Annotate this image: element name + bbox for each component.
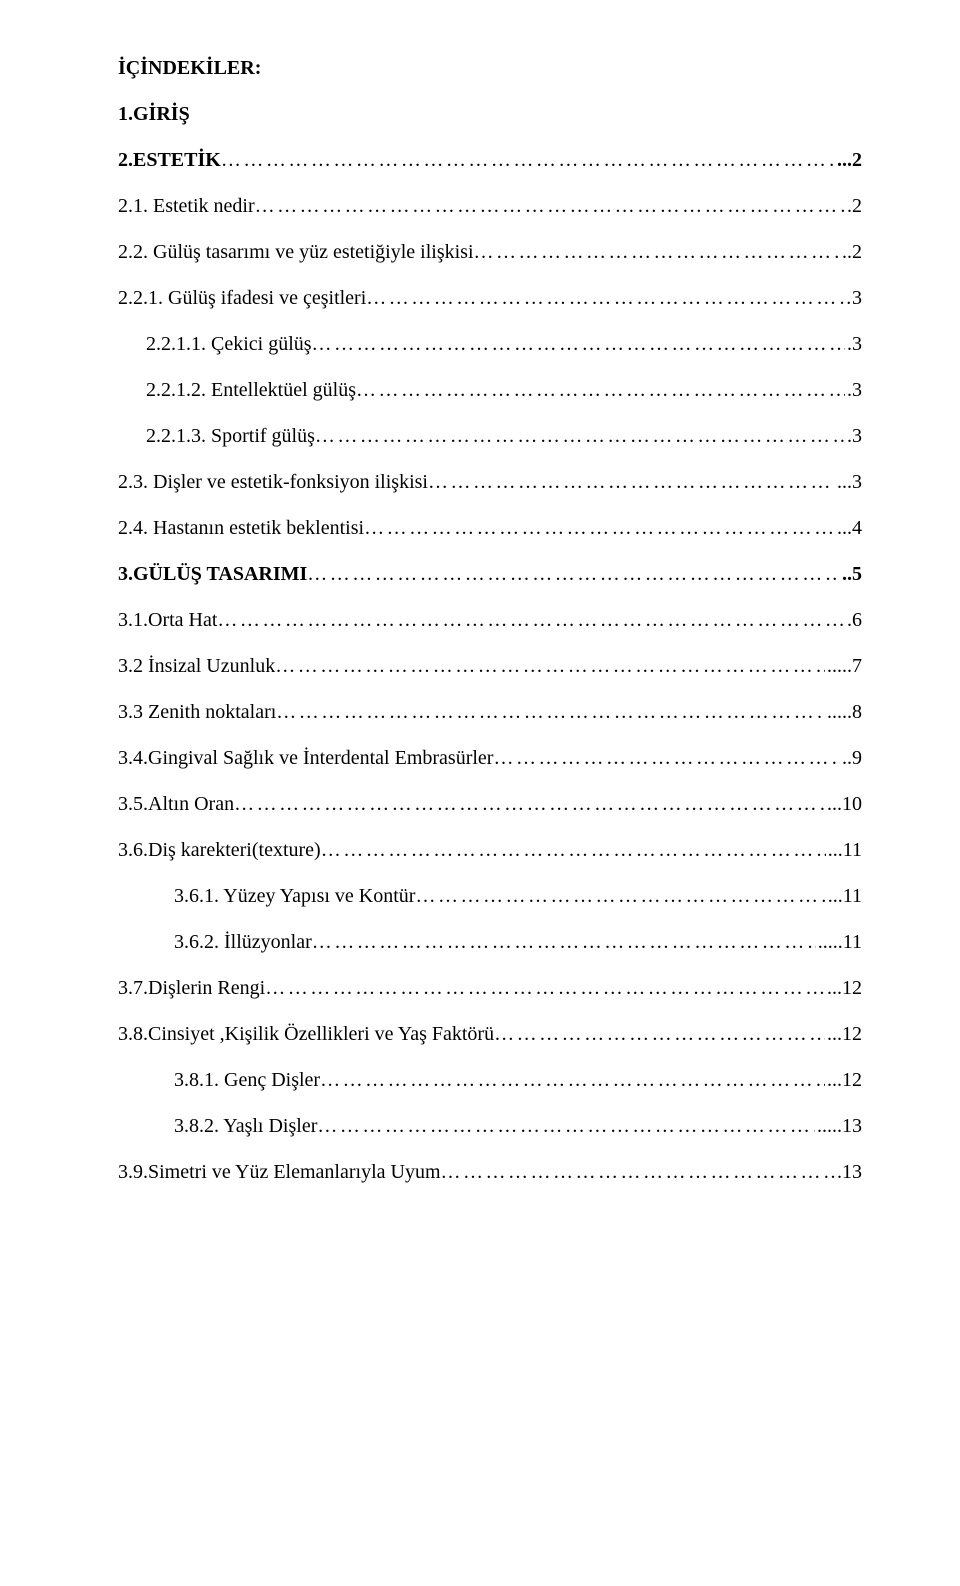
toc-entry-label: 3.8.1. Genç Dişler [174, 1068, 320, 1092]
toc-page-number: .....13 [815, 1114, 862, 1138]
toc-leader: …………………………………………………………………………………………………………… [493, 746, 840, 770]
toc-entry: 3.GÜLÜŞ TASARIMI………………………………………………………………… [118, 562, 862, 586]
toc-entry: 3.6.2. İllüzyonlar…………………………………………………………… [118, 930, 862, 954]
toc-entry-label: 3.5.Altın Oran [118, 792, 234, 816]
toc-entry: 2.2.1.2. Entellektüel gülüş…………………………………… [118, 378, 862, 402]
toc-leader: …………………………………………………………………………………………………………… [234, 792, 825, 816]
toc-entry: 3.9.Simetri ve Yüz Elemanlarıyla Uyum………… [118, 1160, 862, 1184]
toc-page-number: .2 [845, 194, 862, 218]
toc-leader: …………………………………………………………………………………………………………… [366, 286, 850, 310]
toc-entry-label: 3.6.Diş karekteri(texture) [118, 838, 321, 862]
toc-leader: …………………………………………………………………………………………………………… [474, 240, 840, 264]
toc-leader: …………………………………………………………………………………………………………… [315, 424, 845, 448]
toc-page-number: ...3 [835, 470, 862, 494]
toc-entry-label: 2.2.1.1. Çekici gülüş [146, 332, 312, 356]
toc-entry-label: 3.1.Orta Hat [118, 608, 217, 632]
toc-leader: …………………………………………………………………………………………………………… [317, 1114, 815, 1138]
toc-entry-label: 2.2. Gülüş tasarımı ve yüz estetiğiyle i… [118, 240, 474, 264]
toc-entry-label: 1.GİRİŞ [118, 103, 190, 125]
toc-page-number: ..9 [840, 746, 862, 770]
toc-leader: …………………………………………………………………………………………………………… [217, 608, 845, 632]
toc-entry-label: 3.GÜLÜŞ TASARIMI [118, 562, 307, 586]
toc-leader: …………………………………………………………………………………………………………… [275, 654, 825, 678]
toc-leader: …………………………………………………………………………………………………………… [494, 1022, 825, 1046]
toc-page-number: ...12 [825, 976, 862, 1000]
toc-page-number: .3 [845, 332, 862, 356]
toc-page-number: .....8 [825, 700, 862, 724]
toc-leader: …………………………………………………………………………………………………………… [320, 1068, 825, 1092]
toc-page-number: .3 [845, 424, 862, 448]
toc-entry-label: 3.9.Simetri ve Yüz Elemanlarıyla Uyum [118, 1160, 441, 1184]
toc-leader: …………………………………………………………………………………………………………… [312, 332, 845, 356]
toc-entry: 3.6.1. Yüzey Yapısı ve Kontür……………………………… [118, 884, 862, 908]
toc-page: İÇİNDEKİLER: 1.GİRİŞ2.ESTETİK……………………………… [0, 0, 960, 1586]
toc-entry-label: 2.3. Dişler ve estetik-fonksiyon ilişkis… [118, 470, 428, 494]
toc-page-number: ...10 [825, 792, 862, 816]
toc-leader: …………………………………………………………………………………………………………… [415, 884, 825, 908]
toc-entry-label: 2.2.1. Gülüş ifadesi ve çeşitleri [118, 286, 366, 310]
toc-leader: …………………………………………………………………………………………………………… [312, 930, 816, 954]
toc-leader: …………………………………………………………………………………………………………… [276, 700, 825, 724]
toc-leader: …………………………………………………………………………………………………………… [255, 194, 845, 218]
toc-entry-label: 3.8.Cinsiyet ,Kişilik Özellikleri ve Yaş… [118, 1022, 494, 1046]
toc-page-number: .13 [835, 1160, 862, 1184]
toc-page-number: .3 [845, 378, 862, 402]
toc-leader: …………………………………………………………………………………………………………… [364, 516, 835, 540]
toc-entry: 2.2. Gülüş tasarımı ve yüz estetiğiyle i… [118, 240, 862, 264]
toc-page-number: ...4 [835, 516, 862, 540]
toc-entry: 2.4. Hastanın estetik beklentisi……………………… [118, 516, 862, 540]
toc-entry-label: 2.2.1.3. Sportif gülüş [146, 424, 315, 448]
toc-page-number: ...11 [826, 838, 862, 862]
toc-entry: 2.2.1. Gülüş ifadesi ve çeşitleri…………………… [118, 286, 862, 310]
toc-entry-label: 3.4.Gingival Sağlık ve İnterdental Embra… [118, 746, 493, 770]
toc-entry-label: 3.6.1. Yüzey Yapısı ve Kontür [174, 884, 415, 908]
toc-leader: …………………………………………………………………………………………………………… [356, 378, 845, 402]
toc-leader: …………………………………………………………………………………………………………… [321, 838, 826, 862]
toc-entry: 2.2.1.1. Çekici gülüş…………………………………………………… [118, 332, 862, 356]
toc-entry-label: 2.2.1.2. Entellektüel gülüş [146, 378, 356, 402]
toc-entry-label: 3.7.Dişlerin Rengi [118, 976, 265, 1000]
toc-entry: 3.1.Orta Hat…………………………………………………………………………… [118, 608, 862, 632]
toc-body: 1.GİRİŞ2.ESTETİK………………………………………………………………… [118, 102, 862, 1184]
toc-entry-label: 3.2 İnsizal Uzunluk [118, 654, 275, 678]
toc-entry: 3.6.Diş karekteri(texture)……………………………………… [118, 838, 862, 862]
toc-entry-label: 2.1. Estetik nedir [118, 194, 255, 218]
toc-page-number: ...2 [835, 148, 862, 172]
toc-entry-label: 2.ESTETİK [118, 148, 221, 172]
toc-entry: 3.2 İnsizal Uzunluk………………………………………………………… [118, 654, 862, 678]
toc-page-number: .6 [845, 608, 862, 632]
toc-entry: 1.GİRİŞ [118, 102, 862, 126]
toc-page-number: .....7 [825, 654, 862, 678]
toc-page-number: ..2 [840, 240, 862, 264]
toc-entry-label: 3.3 Zenith noktaları [118, 700, 276, 724]
toc-entry-label: 3.8.2. Yaşlı Dişler [174, 1114, 317, 1138]
toc-page-number: ..5 [840, 562, 862, 586]
toc-entry-label: 2.4. Hastanın estetik beklentisi [118, 516, 364, 540]
toc-leader: …………………………………………………………………………………………………………… [441, 1160, 835, 1184]
toc-entry: 3.7.Dişlerin Rengi…………………………………………………………… [118, 976, 862, 1000]
toc-entry: 2.1. Estetik nedir…………………………………………………………… [118, 194, 862, 218]
toc-entry: 3.8.1. Genç Dişler…………………………………………………………… [118, 1068, 862, 1092]
toc-leader: …………………………………………………………………………………………………………… [428, 470, 835, 494]
toc-page-number: ...11 [826, 884, 862, 908]
toc-entry: 2.ESTETİK…………………………………………………………………………………… [118, 148, 862, 172]
toc-page-number: 3 [850, 286, 862, 310]
toc-entry: 2.3. Dişler ve estetik-fonksiyon ilişkis… [118, 470, 862, 494]
toc-leader: …………………………………………………………………………………………………………… [307, 562, 840, 586]
toc-entry: 3.8.Cinsiyet ,Kişilik Özellikleri ve Yaş… [118, 1022, 862, 1046]
toc-entry: 2.2.1.3. Sportif gülüş………………………………………………… [118, 424, 862, 448]
toc-entry-label: 3.6.2. İllüzyonlar [174, 930, 312, 954]
toc-leader: …………………………………………………………………………………………………………… [265, 976, 825, 1000]
toc-page-number: .....11 [816, 930, 862, 954]
toc-entry: 3.5.Altın Oran……………………………………………………………………… [118, 792, 862, 816]
toc-entry: 3.4.Gingival Sağlık ve İnterdental Embra… [118, 746, 862, 770]
toc-leader: …………………………………………………………………………………………………………… [221, 148, 835, 172]
toc-page-number: ...12 [825, 1068, 862, 1092]
toc-page-number: ...12 [825, 1022, 862, 1046]
toc-entry: 3.8.2. Yaşlı Dişler………………………………………………………… [118, 1114, 862, 1138]
toc-entry: 3.3 Zenith noktaları……………………………………………………… [118, 700, 862, 724]
toc-title: İÇİNDEKİLER: [118, 56, 862, 80]
